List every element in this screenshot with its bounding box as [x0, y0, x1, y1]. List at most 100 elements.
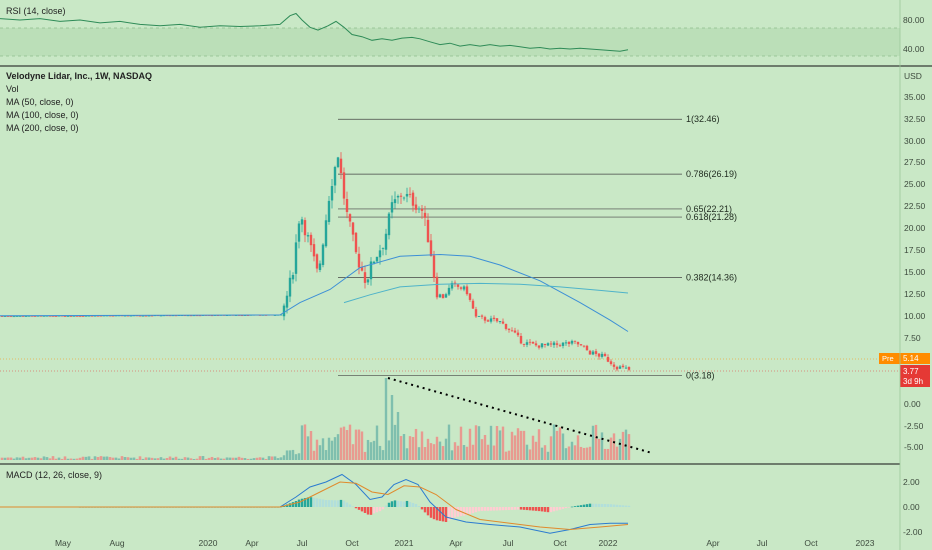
- candle-body: [576, 341, 580, 345]
- candle-body: [51, 315, 55, 317]
- candle-body: [15, 316, 19, 317]
- price-tick: 7.50: [904, 333, 921, 343]
- last-price-value: 3.77: [903, 367, 919, 376]
- candle-body: [459, 287, 463, 289]
- rsi-tick-80: 80.00: [903, 15, 925, 25]
- macd-bar: [396, 500, 400, 507]
- candle-body: [66, 316, 70, 317]
- candle-body: [387, 213, 391, 236]
- volume-bar: [555, 430, 559, 460]
- macd-bar: [558, 507, 562, 510]
- volume-bar: [510, 431, 514, 460]
- fib-label: 0.382(14.36): [686, 273, 737, 283]
- volume-bar: [609, 437, 613, 460]
- volume-bar: [603, 448, 607, 460]
- candle-body: [411, 192, 415, 206]
- volume-bar: [117, 458, 121, 460]
- macd-bar: [438, 507, 442, 521]
- candle-body: [321, 244, 325, 265]
- candle-body: [36, 315, 40, 317]
- macd-bar: [471, 507, 475, 514]
- volume-bar: [186, 457, 190, 460]
- candle-body: [429, 240, 433, 256]
- candle-body: [522, 344, 526, 345]
- fib-label: 0.65(22.21): [686, 204, 732, 214]
- descending-trendline[interactable]: [387, 377, 653, 454]
- macd-bar: [483, 507, 487, 511]
- macd-histogram: [78, 497, 631, 522]
- time-tick: 2021: [395, 538, 414, 548]
- macd-bar: [390, 501, 394, 507]
- candle-body: [390, 202, 394, 213]
- volume-bar: [540, 447, 544, 460]
- candle-body: [297, 223, 301, 242]
- volume-bar: [468, 428, 472, 460]
- candle-body: [243, 315, 247, 316]
- macd-bar: [303, 498, 307, 507]
- candle-body: [318, 263, 322, 270]
- volume-bar: [57, 457, 61, 460]
- volume-bar: [372, 440, 376, 460]
- candle-body: [351, 222, 355, 235]
- candle-body: [6, 316, 10, 317]
- volume-bar: [168, 456, 172, 460]
- volume-bar: [252, 458, 256, 460]
- macd-bar: [480, 507, 484, 511]
- macd-bar: [309, 497, 313, 507]
- macd-bar: [336, 500, 340, 507]
- candle-body: [537, 345, 541, 348]
- volume-bar: [612, 433, 616, 460]
- macd-bar: [579, 505, 583, 507]
- macd-bar: [315, 498, 319, 507]
- candle-body: [306, 235, 310, 237]
- candle-body: [384, 233, 388, 250]
- candle-body: [588, 350, 592, 355]
- candle-body: [159, 315, 163, 317]
- time-tick: Aug: [109, 538, 124, 548]
- candle-body: [477, 316, 481, 317]
- macd-bar: [420, 507, 424, 510]
- macd-bar: [486, 507, 490, 511]
- candle-body: [147, 315, 151, 317]
- volume-bar: [237, 456, 241, 460]
- volume-bar: [75, 458, 79, 460]
- volume-bar: [72, 458, 76, 460]
- volume-bar: [567, 446, 571, 460]
- macd-bar: [444, 507, 448, 522]
- candle-body: [516, 332, 520, 336]
- volume-bar: [234, 457, 238, 460]
- volume-bar: [45, 457, 49, 460]
- volume-bar: [66, 458, 70, 460]
- volume-bar: [396, 412, 400, 460]
- macd-bar: [321, 499, 325, 507]
- candle-body: [366, 279, 370, 283]
- pre-badge-value: 5.14: [903, 354, 919, 363]
- candle-body: [87, 315, 91, 317]
- candle-body: [447, 287, 451, 295]
- volume-bar: [198, 456, 202, 460]
- currency-label: USD: [904, 71, 922, 81]
- time-tick: Apr: [245, 538, 258, 548]
- macd-bar: [435, 507, 439, 521]
- macd-bar: [606, 504, 610, 507]
- candle-body: [3, 316, 7, 317]
- volume-bar: [420, 431, 424, 460]
- volume-bar: [351, 444, 355, 460]
- volume-bar: [150, 457, 154, 460]
- volume-bars: [0, 378, 631, 460]
- volume-bar: [165, 457, 169, 460]
- macd-bar: [570, 506, 574, 508]
- candle-body: [210, 315, 214, 317]
- volume-bar: [621, 431, 625, 460]
- candle-body: [561, 342, 565, 346]
- candle-body: [312, 244, 316, 257]
- candle-body: [126, 315, 130, 317]
- candle-body: [294, 242, 298, 274]
- macd-bar: [468, 507, 472, 515]
- candle-body: [489, 318, 493, 322]
- price-tick: 30.00: [904, 136, 926, 146]
- volume-bar: [24, 458, 28, 460]
- volume-bar: [348, 424, 352, 460]
- macd-bar: [447, 507, 451, 521]
